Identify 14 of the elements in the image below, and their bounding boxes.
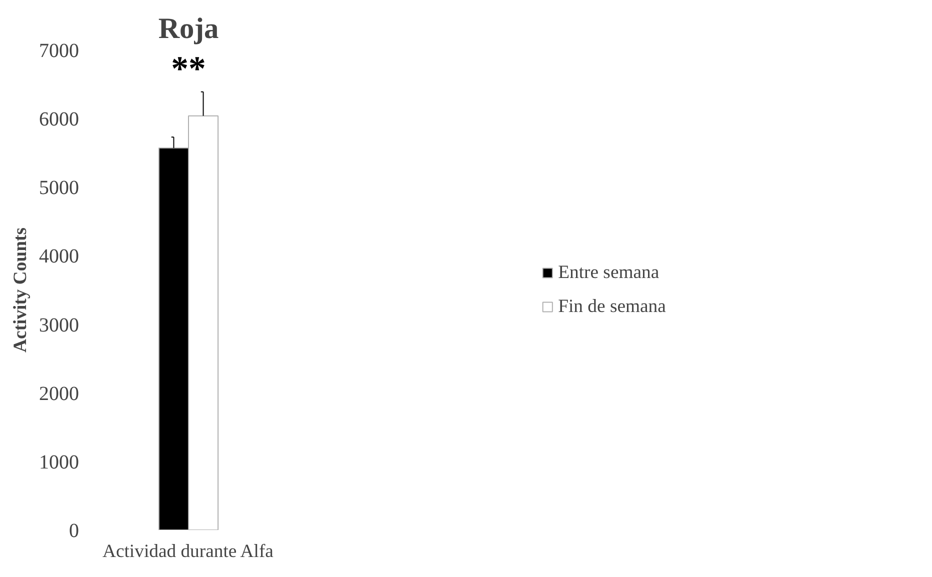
y-tick-label: 2000 xyxy=(39,382,79,405)
legend-label: Entre semana xyxy=(558,262,660,284)
x-tick-label: Actividad durante Alfa xyxy=(102,541,274,562)
chart-title: Roja xyxy=(158,13,219,45)
y-tick-label: 3000 xyxy=(39,314,79,336)
legend-label: Fin de semana xyxy=(558,296,666,318)
y-tick-label: 7000 xyxy=(39,40,79,62)
y-axis-title: Activity Counts xyxy=(10,228,31,352)
annotation: ** xyxy=(171,50,206,88)
y-tick-label: 5000 xyxy=(39,177,79,200)
y-tick-label: 4000 xyxy=(39,246,79,268)
y-tick-label: 1000 xyxy=(39,451,79,474)
y-tick-label: 0 xyxy=(69,520,79,542)
y-tick-label: 6000 xyxy=(39,108,79,131)
